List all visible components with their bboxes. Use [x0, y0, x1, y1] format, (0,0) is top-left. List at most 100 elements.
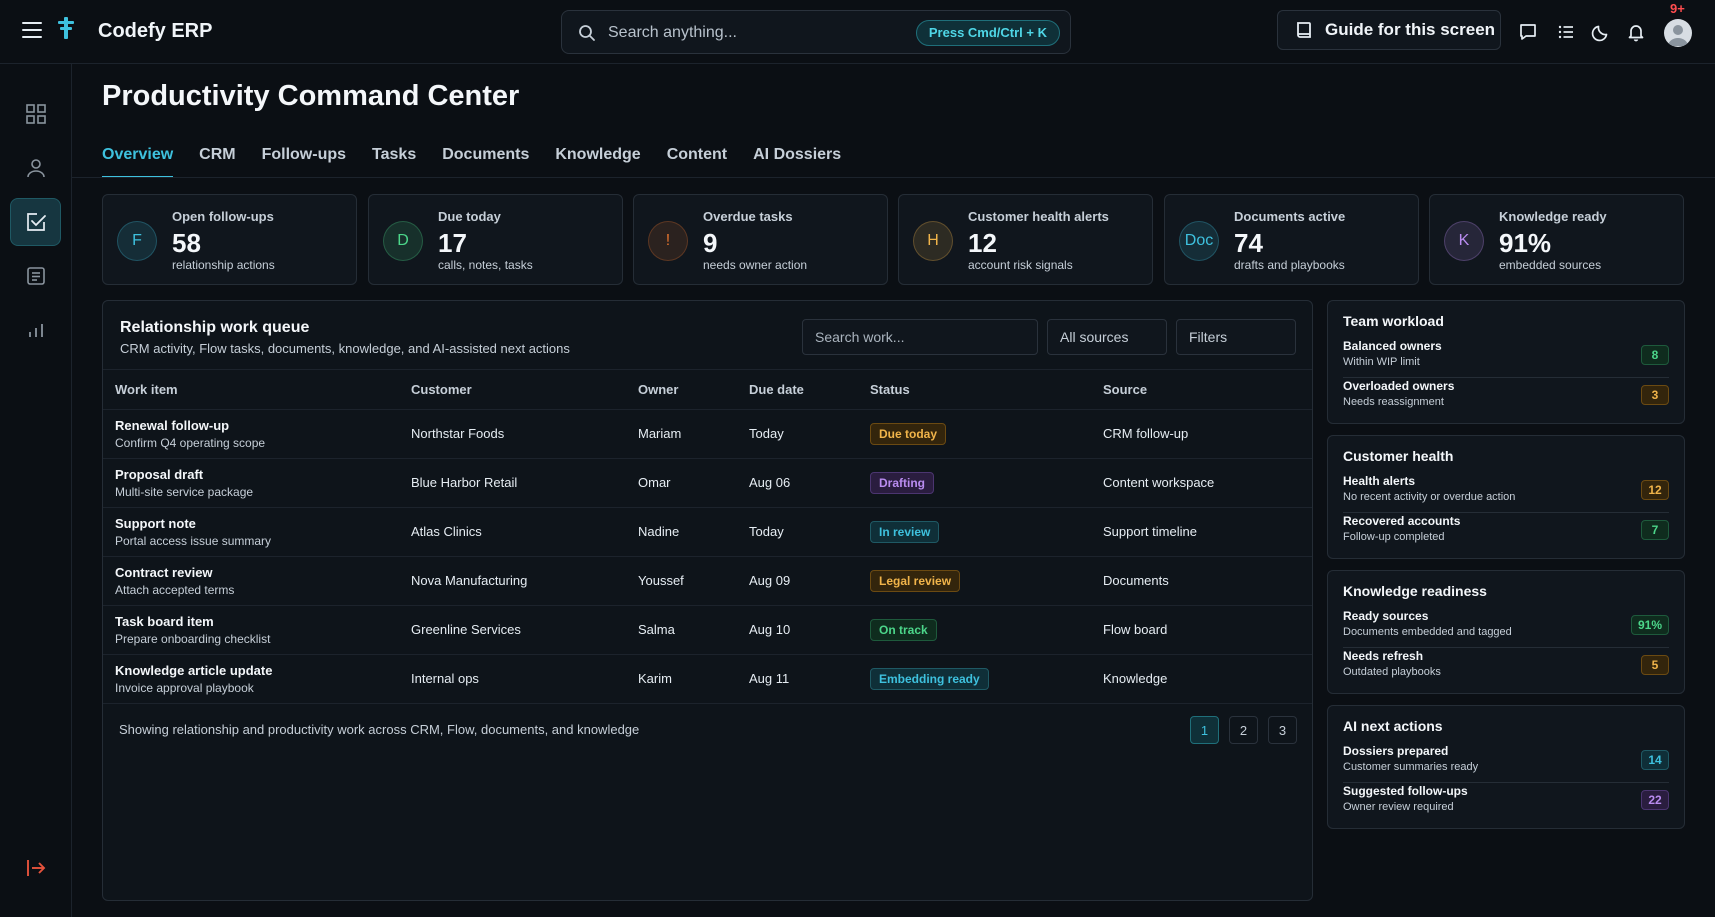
kpi-label: Customer health alerts: [968, 209, 1109, 224]
status-cell: On track: [858, 605, 1091, 655]
work-item-subtitle: Multi-site service package: [115, 484, 254, 499]
book-icon: [1297, 22, 1311, 38]
work-item-cell: Renewal follow-up Confirm Q4 operating sc…: [103, 409, 399, 459]
side-panel-item: Ready sources Documents embedded and tagg…: [1343, 609, 1669, 649]
search-input[interactable]: [608, 19, 908, 47]
menu-icon[interactable]: [22, 22, 42, 38]
tab-documents[interactable]: Documents: [442, 146, 530, 163]
work-item-cell: Task board item Prepare onboarding checkl…: [103, 605, 399, 655]
sidebar-item-users[interactable]: [10, 144, 61, 192]
count-badge: 22: [1641, 790, 1669, 810]
avatar[interactable]: [1664, 19, 1692, 47]
table-row[interactable]: Renewal follow-up Confirm Q4 operating sc…: [103, 409, 1312, 459]
tab-follow-ups[interactable]: Follow-ups: [261, 146, 347, 163]
table-row[interactable]: Contract review Attach accepted terms Nova…: [103, 556, 1312, 606]
work-item-subtitle: Portal access issue summary: [115, 533, 272, 548]
kpi-icon: F: [117, 221, 157, 261]
sidebar-item-productivity[interactable]: [10, 198, 61, 246]
side-panel-divider: [1343, 512, 1669, 513]
logo-icon: [58, 17, 74, 39]
queue-footer-text: Showing relationship and productivity wo…: [119, 722, 640, 737]
kpi-subtitle: calls, notes, tasks: [438, 258, 533, 272]
source-cell: CRM follow-up: [1091, 409, 1312, 459]
kpi-value: 12: [968, 228, 997, 258]
page-button-1[interactable]: 1: [1190, 716, 1219, 744]
top-bar: Codefy ERP Press Cmd/Ctrl + K Guide for …: [0, 0, 1715, 64]
owner-cell: Mariam: [626, 409, 737, 459]
work-item-subtitle: Invoice approval playbook: [115, 680, 254, 695]
kpi-subtitle: drafts and playbooks: [1234, 258, 1345, 272]
item-label: Ready sources: [1343, 609, 1429, 623]
user-icon: [26, 159, 45, 178]
kpi-card: Doc Documents active 74 drafts and playbook…: [1164, 194, 1419, 285]
item-subtitle: No recent activity or overdue action: [1343, 491, 1516, 503]
logout-button[interactable]: [10, 844, 61, 892]
tab-overview[interactable]: Overview: [102, 140, 174, 178]
due-date-cell: Aug 09: [737, 556, 858, 606]
work-item-cell: Knowledge article update Invoice approval…: [103, 654, 399, 704]
moon-icon[interactable]: [1591, 22, 1611, 42]
customer-cell: Greenline Services: [399, 605, 626, 655]
side-panel-knowledge-readiness: Knowledge readiness Ready sources Document…: [1327, 570, 1685, 694]
table-row[interactable]: Knowledge article update Invoice approval…: [103, 654, 1312, 704]
filters-button[interactable]: Filters: [1176, 319, 1296, 355]
source-filter-select[interactable]: All sources: [1047, 319, 1167, 355]
kpi-icon: D: [383, 221, 423, 261]
guide-button[interactable]: Guide for this screen: [1277, 10, 1501, 50]
customer-cell: Nova Manufacturing: [399, 556, 626, 606]
side-panel-item: Suggested follow-ups Owner review require…: [1343, 784, 1669, 824]
source-cell: Knowledge: [1091, 654, 1312, 704]
tab-content[interactable]: Content: [666, 146, 728, 163]
table-row[interactable]: Task board item Prepare onboarding checkl…: [103, 605, 1312, 655]
kpi-card: ! Overdue tasks 9 needs owner action: [633, 194, 888, 285]
user-avatar-icon: [1668, 25, 1688, 46]
side-panel-item: Needs refresh Outdated playbooks 5: [1343, 649, 1669, 689]
kpi-subtitle: needs owner action: [703, 258, 808, 272]
tab-tasks[interactable]: Tasks: [372, 146, 417, 163]
work-item-subtitle: Attach accepted terms: [115, 582, 235, 597]
owner-cell: Omar: [626, 458, 737, 508]
kpi-card: F Open follow-ups 58 relationship actions: [102, 194, 357, 285]
tab-knowledge[interactable]: Knowledge: [555, 146, 641, 163]
customer-cell: Internal ops: [399, 654, 626, 704]
tabs-divider: [72, 177, 1715, 178]
work-search-input[interactable]: [802, 319, 1038, 355]
sidebar-item-documents[interactable]: [10, 252, 61, 300]
due-date-cell: Aug 11: [737, 654, 858, 704]
customer-cell: Northstar Foods: [399, 409, 626, 459]
chat-icon[interactable]: [1518, 22, 1538, 42]
kpi-icon: H: [913, 221, 953, 261]
column-header: Status: [858, 370, 1091, 410]
sidebar: [0, 64, 72, 917]
logout-icon: [26, 860, 45, 876]
work-queue-table: Work item Customer Owner Due date Status Sour…: [103, 370, 1312, 704]
page-button-2[interactable]: 2: [1229, 716, 1258, 744]
count-badge: 14: [1641, 750, 1669, 770]
status-cell: Due today: [858, 409, 1091, 459]
work-item-title: Task board item: [115, 613, 214, 629]
bell-icon[interactable]: [1626, 22, 1646, 42]
customer-cell: Atlas Clinics: [399, 507, 626, 557]
status-cell: Legal review: [858, 556, 1091, 606]
table-row[interactable]: Support note Portal access issue summary A…: [103, 507, 1312, 557]
item-subtitle: Owner review required: [1343, 801, 1454, 813]
sidebar-item-analytics[interactable]: [10, 306, 61, 354]
list-icon[interactable]: [1556, 22, 1576, 42]
kpi-subtitle: relationship actions: [172, 258, 275, 272]
work-item-subtitle: Confirm Q4 operating scope: [115, 435, 266, 450]
item-subtitle: Within WIP limit: [1343, 356, 1420, 368]
column-header: Source: [1091, 370, 1312, 410]
sidebar-item-dashboard[interactable]: [10, 90, 61, 138]
side-panel-title: Team workload: [1343, 313, 1444, 329]
item-subtitle: Follow-up completed: [1343, 531, 1445, 543]
tab-ai-dossiers[interactable]: AI Dossiers: [753, 146, 842, 163]
page-button-3[interactable]: 3: [1268, 716, 1297, 744]
work-item-cell: Proposal draft Multi-site service package: [103, 458, 399, 508]
brand-name: Codefy ERP: [98, 20, 213, 42]
count-badge: 12: [1641, 480, 1669, 500]
tab-crm[interactable]: CRM: [199, 146, 236, 163]
item-label: Suggested follow-ups: [1343, 784, 1468, 798]
kpi-label: Due today: [438, 209, 501, 224]
status-badge: Embedding ready: [870, 667, 989, 690]
table-row[interactable]: Proposal draft Multi-site service package…: [103, 458, 1312, 508]
